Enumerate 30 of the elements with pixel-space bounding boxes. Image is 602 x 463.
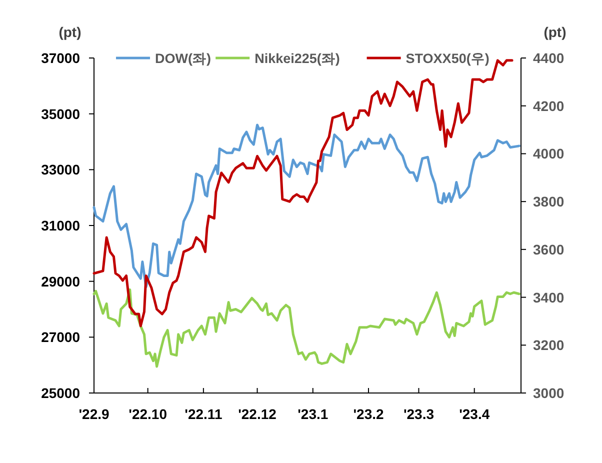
x-tick-label: '22.11 <box>184 406 222 422</box>
y-tick-label: 33000 <box>41 162 80 178</box>
y2-tick-label: 3200 <box>533 337 564 354</box>
y2-tick-label: 3800 <box>533 194 564 210</box>
y2-tick-label: 4000 <box>533 146 564 162</box>
y2-axis-title: (pt) <box>544 24 566 40</box>
y-tick-label: 25000 <box>41 385 80 401</box>
x-tick-label: '23.4 <box>459 406 490 422</box>
y2-tick-label: 3600 <box>533 241 564 258</box>
line-series <box>92 288 520 368</box>
y-axis-title: (pt) <box>58 24 82 40</box>
y-tick-label: 35000 <box>41 106 80 122</box>
line-series <box>92 124 520 288</box>
x-tick-label: '22.12 <box>238 406 277 422</box>
y-tick-label: 31000 <box>41 218 80 234</box>
x-tick-label: '23.2 <box>353 406 384 422</box>
y2-tick-label: 3400 <box>533 289 564 306</box>
x-tick-label: '22.10 <box>128 406 168 422</box>
legend-label: STOXX50(우) <box>406 51 490 66</box>
y2-tick-label: 3000 <box>533 385 564 401</box>
x-tick-label: '22.9 <box>78 406 110 422</box>
legend-label: DOW(좌) <box>155 51 211 66</box>
x-tick-label: '23.1 <box>298 406 328 422</box>
x-tick-label: '23.3 <box>403 406 434 422</box>
y-tick-label: 37000 <box>41 50 80 66</box>
y-tick-label: 29000 <box>41 273 80 290</box>
y-tick-label: 27000 <box>41 329 80 346</box>
y2-tick-label: 4200 <box>533 98 564 114</box>
y2-tick-label: 4400 <box>533 50 564 66</box>
legend-label: Nikkei225(좌) <box>254 51 340 66</box>
